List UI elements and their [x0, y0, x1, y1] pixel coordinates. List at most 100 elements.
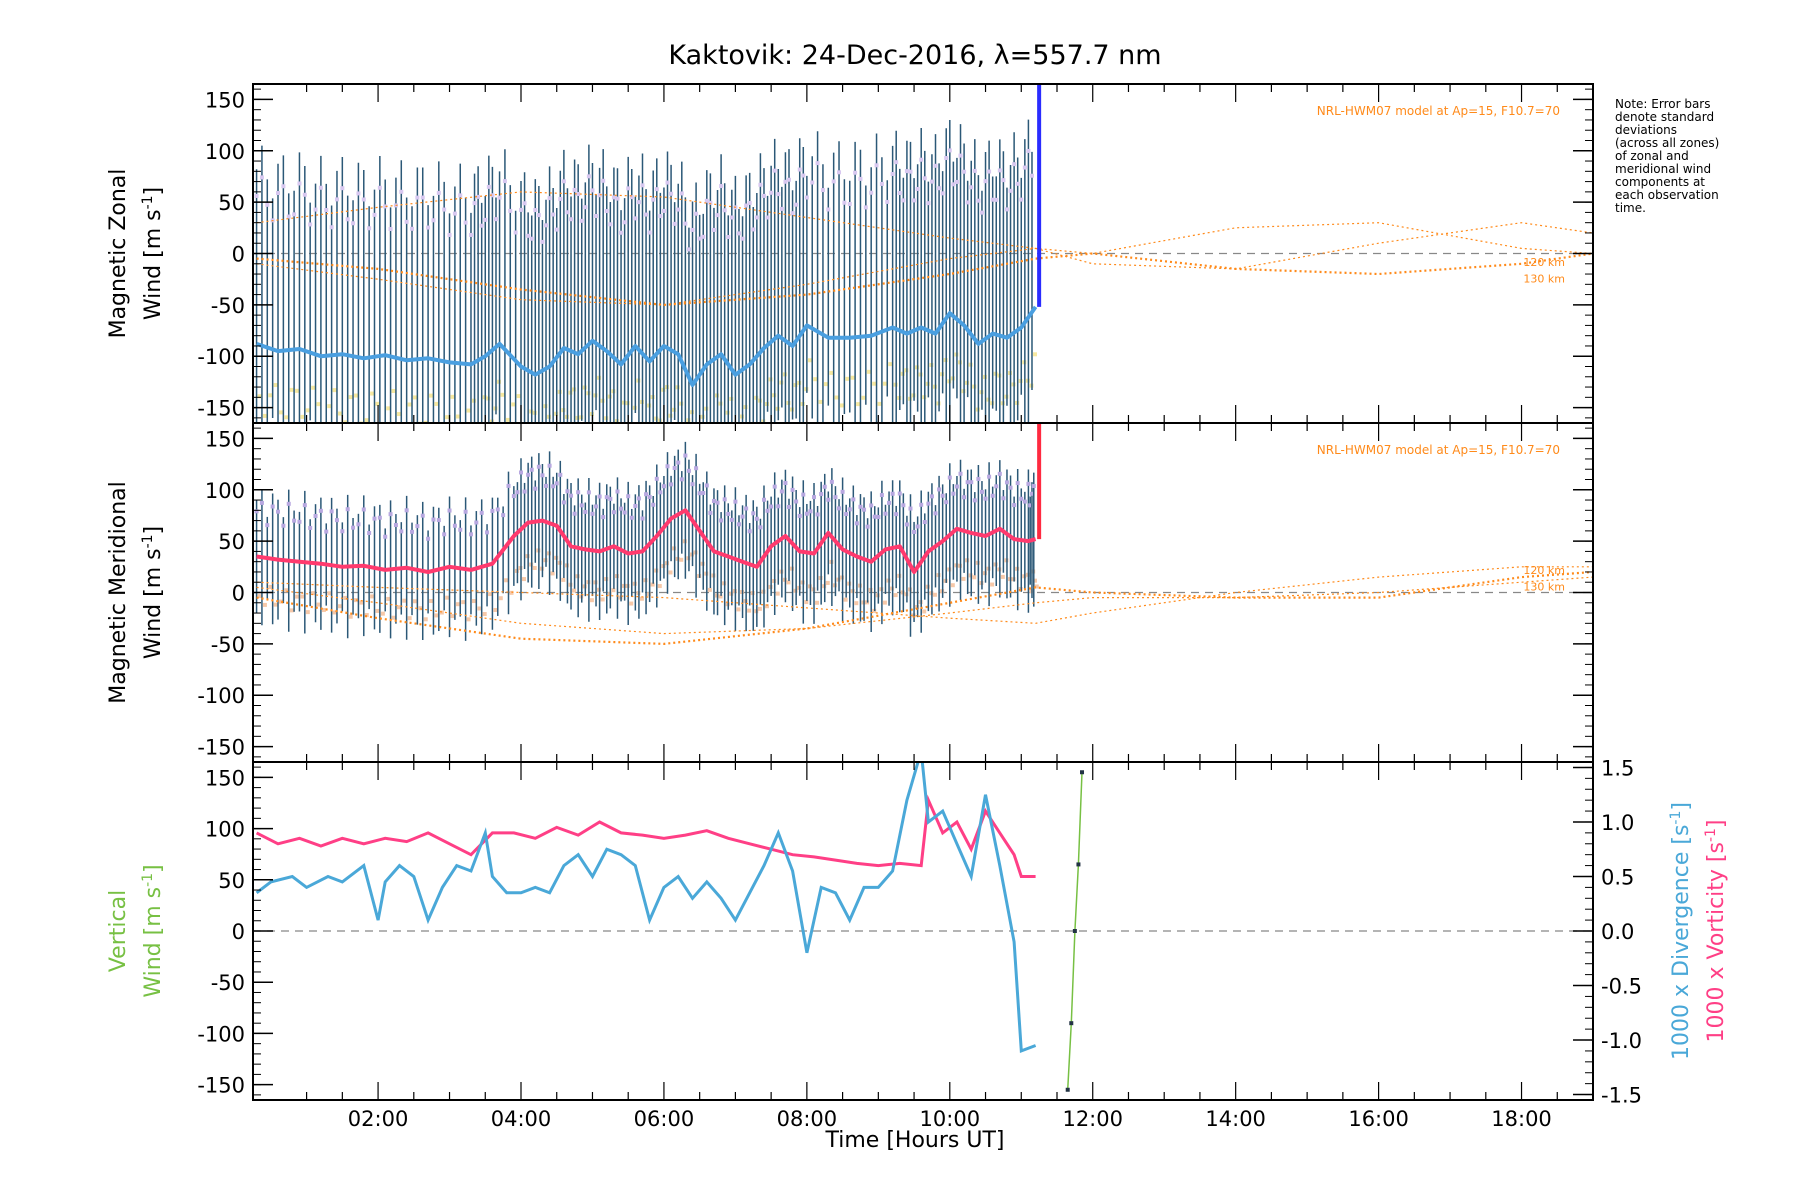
zone-point	[257, 394, 262, 399]
zone-point	[429, 598, 434, 603]
zone-point	[375, 401, 380, 406]
zone-point	[658, 490, 663, 495]
zone-point	[657, 584, 662, 589]
zone-point	[829, 479, 834, 484]
note-line: Note: Error bars	[1615, 97, 1710, 111]
zone-point	[797, 167, 802, 172]
zone-point	[380, 611, 385, 616]
zone-point	[851, 497, 856, 502]
zone-point	[327, 404, 332, 409]
zone-point	[863, 205, 868, 210]
zone-point	[1019, 197, 1024, 202]
zone-point	[423, 420, 428, 423]
zone-point	[979, 489, 984, 494]
zone-point	[1015, 181, 1020, 186]
model-curve	[256, 252, 1593, 307]
x-tick-label: 04:00	[491, 1107, 552, 1131]
zone-point	[679, 477, 684, 482]
zone-point	[919, 157, 924, 162]
zone-point	[761, 497, 766, 502]
zone-point	[497, 195, 502, 200]
zone-point	[479, 510, 484, 515]
zone-point	[1022, 499, 1027, 504]
zone-point	[472, 201, 477, 206]
right-tick-label: 1.5	[1601, 756, 1634, 780]
zone-point	[915, 186, 920, 191]
zone-point	[1004, 480, 1009, 485]
zone-point	[604, 209, 609, 214]
note-line: meridional wind	[1615, 162, 1711, 176]
zone-point	[276, 191, 281, 196]
zone-point	[536, 213, 541, 218]
zone-point	[676, 460, 681, 465]
zone-point	[526, 434, 530, 438]
zone-point	[508, 208, 513, 213]
y-tick-label: 0	[232, 243, 245, 267]
zone-point	[402, 598, 407, 603]
zone-point	[611, 588, 616, 593]
y-axis-label-close: ]	[141, 526, 166, 535]
zone-point	[672, 221, 677, 226]
zone-point	[429, 393, 434, 398]
panel-2: NRL-HWM07 model at Ap=15, F10.7=70 120 km…	[106, 422, 1594, 763]
zone-point	[837, 506, 842, 511]
zone-point	[810, 180, 815, 185]
zone-point	[823, 382, 828, 387]
zone-point	[329, 509, 334, 514]
zone-point	[522, 201, 527, 206]
zone-point	[772, 484, 777, 489]
zone-point	[436, 518, 441, 523]
zone-point	[1026, 148, 1031, 153]
zone-point	[719, 184, 724, 189]
zone-point	[420, 513, 425, 518]
zone-point	[281, 523, 286, 528]
zone-point	[888, 362, 893, 367]
zone-point	[364, 613, 369, 618]
zone-point	[826, 497, 831, 502]
x-tick-label: 16:00	[1348, 1107, 1409, 1131]
y-tick-label: 150	[205, 427, 245, 451]
zone-point	[701, 490, 706, 495]
zone-point	[694, 211, 699, 216]
zone-point	[904, 169, 909, 174]
zone-point	[697, 491, 702, 496]
y-axis-label-text: Wind [m s	[141, 209, 166, 320]
zone-point	[715, 213, 720, 218]
zone-point	[445, 415, 450, 420]
zone-point	[536, 464, 541, 469]
zone-point	[940, 191, 945, 196]
zone-point	[490, 193, 495, 198]
zone-point	[375, 608, 380, 613]
zone-point	[822, 484, 827, 489]
zone-point	[509, 590, 514, 595]
zone-point	[254, 193, 259, 198]
zone-point	[332, 610, 337, 615]
zone-point	[690, 227, 695, 232]
zone-point	[815, 161, 820, 166]
zone-point	[458, 193, 463, 198]
zone-point	[615, 489, 620, 494]
vertical-wind-point	[1076, 862, 1081, 867]
zone-point	[485, 530, 490, 535]
zone-point	[747, 608, 752, 613]
zone-point	[558, 196, 563, 201]
zone-point	[882, 600, 887, 605]
zone-point	[858, 504, 863, 509]
zone-point	[1001, 496, 1006, 501]
y-axis-label-line1: Magnetic Meridional	[106, 481, 131, 703]
zone-point	[377, 185, 382, 190]
zone-point	[947, 148, 952, 153]
zone-point	[576, 490, 581, 495]
zone-point	[388, 227, 393, 232]
zone-point	[340, 186, 345, 191]
zone-point	[819, 492, 824, 497]
zone-point	[586, 174, 591, 179]
zone-point	[754, 516, 759, 521]
zone-point	[983, 496, 988, 501]
zone-point	[893, 593, 898, 598]
zone-point	[747, 529, 752, 534]
zone-point	[954, 179, 959, 184]
zone-point	[468, 532, 473, 537]
zone-point	[345, 507, 350, 512]
zone-point	[305, 610, 310, 615]
